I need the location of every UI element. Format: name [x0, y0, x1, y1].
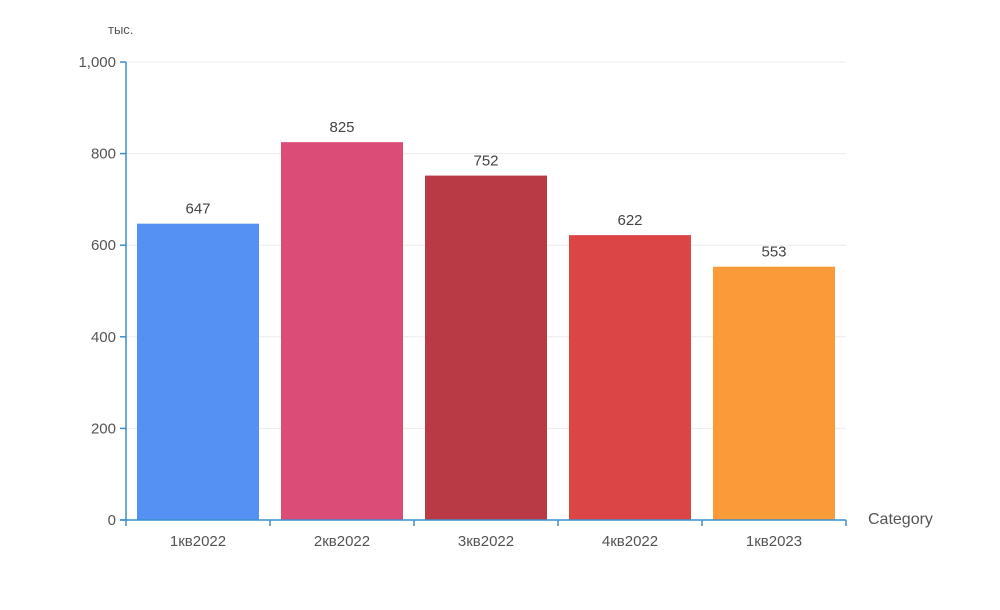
y-axis-unit-label: тыс. [108, 22, 133, 37]
data-label: 752 [473, 153, 498, 170]
bars [137, 142, 835, 521]
x-tick-label: 1кв2023 [746, 533, 802, 550]
bar [425, 175, 547, 521]
y-tick-label: 1,000 [78, 54, 116, 71]
y-axis: 0 200 400 600 800 1,000 [78, 54, 127, 529]
x-axis: 1кв2022 2кв2022 3кв2022 4кв2022 1кв2023 [120, 519, 847, 550]
bar [569, 235, 691, 520]
data-label: 622 [617, 212, 642, 229]
bar [281, 142, 403, 520]
x-tick-label: 2кв2022 [314, 533, 370, 550]
y-tick-label: 600 [91, 237, 116, 254]
data-label: 553 [761, 244, 786, 261]
data-label: 825 [329, 119, 354, 136]
y-tick-label: 200 [91, 420, 116, 437]
x-tick-label: 1кв2022 [170, 533, 226, 550]
data-labels: 647 825 752 622 553 [185, 119, 786, 261]
bar [713, 266, 835, 520]
y-tick-label: 400 [91, 329, 116, 346]
y-tick-label: 0 [108, 512, 116, 529]
y-tick-label: 800 [91, 146, 116, 163]
x-axis-title: Category [868, 511, 933, 528]
data-label: 647 [185, 201, 210, 218]
bar [137, 223, 259, 520]
x-tick-label: 3кв2022 [458, 533, 514, 550]
x-tick-label: 4кв2022 [602, 533, 658, 550]
